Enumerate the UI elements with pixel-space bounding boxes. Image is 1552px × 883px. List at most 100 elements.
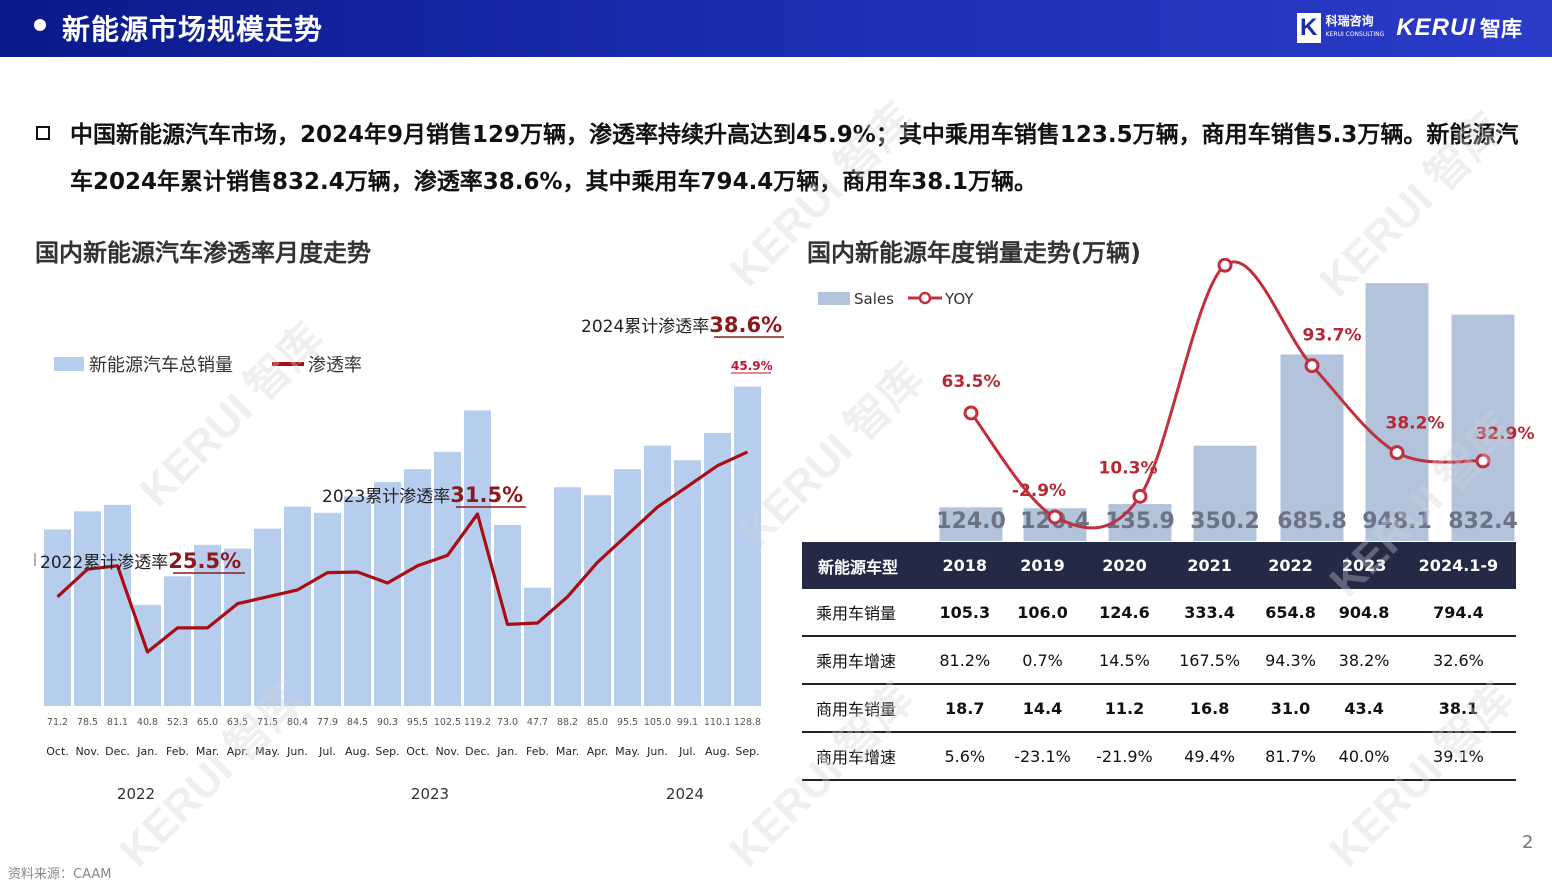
legend-sales-label: Sales <box>854 290 894 308</box>
x-tick-label: Feb. <box>166 745 189 758</box>
table-row-label: 乘用车销量 <box>802 589 928 637</box>
bar-month <box>44 529 71 706</box>
bar-month <box>104 504 131 706</box>
x-tick-label: May. <box>255 745 280 758</box>
bar-month <box>314 512 341 706</box>
yoy-value-label: 93.7% <box>1303 326 1362 346</box>
page-title: 新能源市场规模走势 <box>62 13 324 46</box>
table-row: 商用车增速 5.6% -23.1% -21.9% 49.4% 81.7% 40.0% 39.1… <box>802 732 1516 781</box>
bar-value-label: 78.5 <box>77 717 98 728</box>
legend-sales-swatch <box>818 292 850 305</box>
table-cell: 18.7 <box>928 684 1002 733</box>
x-tick-label: Jul. <box>678 745 696 758</box>
annual-sales-chart: SalesYOY124.0120.4135.9350.2685.8948.183… <box>818 258 1535 541</box>
sales-bar <box>1108 504 1172 541</box>
year-label: 2023 <box>411 785 449 803</box>
bar-month <box>614 469 641 706</box>
kerui-logo-icon: K <box>1296 13 1321 43</box>
x-tick-label: Oct. <box>406 745 429 758</box>
table-cell: 167.5% <box>1165 636 1254 685</box>
table-cell: 794.4 <box>1400 589 1516 637</box>
yoy-value-label: 63.5% <box>942 372 1001 392</box>
table-row: 乘用车增速 81.2% 0.7% 14.5% 167.5% 94.3% 38.2% 32.6% <box>802 636 1516 685</box>
bar-month <box>374 482 401 706</box>
latest-rate-label: 45.9% <box>731 359 773 373</box>
bar-month <box>284 506 311 706</box>
yoy-value-label: 32.9% <box>1476 424 1535 444</box>
x-tick-label: Jun. <box>646 745 668 758</box>
legend-bar-label: 新能源汽车总销量 <box>89 355 233 376</box>
yoy-marker <box>1132 488 1148 504</box>
table-cell: 333.4 <box>1165 589 1254 637</box>
bar-month <box>704 432 731 706</box>
table-cell: 31.0 <box>1253 684 1328 733</box>
x-tick-label: Aug. <box>705 745 730 758</box>
bar-value-label: 110.1 <box>704 717 731 728</box>
table-cell: 39.1% <box>1400 732 1516 781</box>
table-cell: 81.2% <box>928 636 1002 685</box>
table-cell: -21.9% <box>1083 732 1166 781</box>
yoy-marker <box>1389 445 1405 461</box>
x-tick-label: Jul. <box>318 745 336 758</box>
bar-value-label: 99.1 <box>677 717 698 728</box>
bar-value-label: 73.0 <box>497 717 518 728</box>
yoy-value-label: -2.9% <box>1012 481 1066 501</box>
sales-value-label: 350.2 <box>1190 509 1260 534</box>
yoy-marker <box>1047 509 1063 525</box>
bar-value-label: 77.9 <box>317 717 338 728</box>
yoy-marker <box>1475 453 1491 469</box>
sales-bar <box>1193 445 1257 541</box>
table-cell: 5.6% <box>928 732 1002 781</box>
bar-month <box>434 451 461 706</box>
table-cell: 43.4 <box>1327 684 1401 733</box>
sales-bar <box>1280 354 1344 541</box>
yoy-value-label: 38.2% <box>1386 414 1445 434</box>
sales-value-label: 832.4 <box>1448 509 1518 534</box>
bar-month <box>254 528 281 706</box>
logo-brand-cn: 智库 <box>1480 17 1522 41</box>
left-chart-title: 国内新能源汽车渗透率月度走势 <box>35 239 371 267</box>
table-cell: 32.6% <box>1400 636 1516 685</box>
bar-month <box>224 548 251 706</box>
bar-value-label: 90.3 <box>377 717 398 728</box>
table-cell: 14.4 <box>1001 684 1084 733</box>
bar-month <box>524 587 551 706</box>
table-row-label: 商用车销量 <box>802 684 928 733</box>
x-tick-label: May. <box>615 745 640 758</box>
legend-bar-swatch <box>54 357 84 371</box>
legend-line-label: 渗透率 <box>308 355 362 376</box>
header-bar: 新能源市场规模走势 K 科瑞咨询 KERUI CONSULTING KERUI 智… <box>0 0 1552 57</box>
bar-value-label: 47.7 <box>527 717 548 728</box>
penetration-annotation: 2023累计渗透率31.5% <box>322 483 523 507</box>
bar-value-label: 105.0 <box>644 717 671 728</box>
source-note: 资料来源：CAAM <box>8 867 112 882</box>
bar-month <box>584 495 611 706</box>
table-cell: 16.8 <box>1165 684 1254 733</box>
bar-month <box>74 511 101 706</box>
x-tick-label: Sep. <box>735 745 759 758</box>
sales-bar <box>1451 314 1515 541</box>
table-header-year: 2023 <box>1327 542 1401 589</box>
x-tick-label: Dec. <box>465 745 490 758</box>
sales-value-label: 948.1 <box>1362 509 1432 534</box>
penetration-line <box>56 450 749 654</box>
bar-value-label: 119.2 <box>464 717 491 728</box>
table-header-year: 2024.1-9 <box>1400 542 1516 589</box>
bar-month <box>644 445 671 706</box>
intro-text: 中国新能源汽车市场，2024年9月销售129万辆，渗透率持续升高达到45.9%；… <box>70 122 1519 195</box>
penetration-annotation: 2024累计渗透率38.6% <box>581 313 782 337</box>
table-row-label: 乘用车增速 <box>802 636 928 685</box>
table-cell: 14.5% <box>1083 636 1166 685</box>
bar-value-label: 40.8 <box>137 717 158 728</box>
sales-value-label: 685.8 <box>1277 509 1347 534</box>
page-number: 2 <box>1522 832 1534 853</box>
table-row: 乘用车销量 105.3 106.0 124.6 333.4 654.8 904.8 794.4 <box>802 589 1516 637</box>
table-cell: 0.7% <box>1001 636 1084 685</box>
bar-value-label: 63.5 <box>227 717 248 728</box>
sales-value-label: 124.0 <box>936 509 1006 534</box>
logo-cn-text: 科瑞咨询 KERUI CONSULTING <box>1325 14 1385 39</box>
x-tick-label: Oct. <box>46 745 69 758</box>
x-tick-label: Nov. <box>435 745 459 758</box>
legend-yoy-marker <box>918 291 932 305</box>
x-tick-label: Apr. <box>227 745 249 758</box>
